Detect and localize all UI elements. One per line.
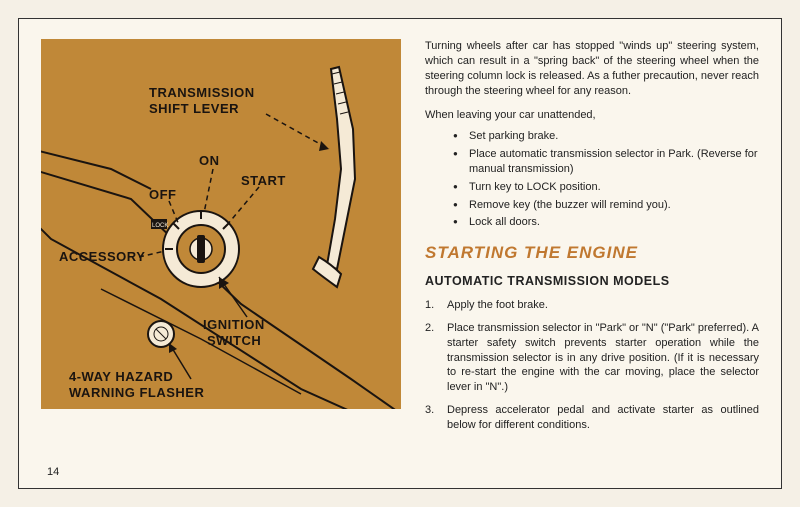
warning-paragraph: Turning wheels after car has stopped "wi… — [425, 39, 759, 98]
step-item: Apply the foot brake. — [425, 298, 759, 313]
label-start: START — [241, 173, 286, 188]
subsection-title: AUTOMATIC TRANSMISSION MODELS — [425, 273, 759, 290]
step-item: Place transmission selector in "Park" or… — [425, 321, 759, 395]
label-transmission-1: TRANSMISSION — [149, 85, 255, 100]
unattended-list: Set parking brake. Place automatic trans… — [453, 129, 759, 230]
label-off: OFF — [149, 187, 177, 202]
list-item: Turn key to LOCK position. — [453, 180, 759, 195]
list-item: Lock all doors. — [453, 215, 759, 230]
label-hazard-2: WARNING FLASHER — [69, 385, 204, 400]
list-item: Place automatic transmission selector in… — [453, 147, 759, 177]
step-item: Depress accelerator pedal and activate s… — [425, 403, 759, 433]
label-ignition-2: SWITCH — [207, 333, 261, 348]
label-hazard-1: 4-WAY HAZARD — [69, 369, 173, 384]
steps-list: Apply the foot brake. Place transmission… — [425, 298, 759, 433]
list-intro: When leaving your car unattended, — [425, 108, 759, 123]
page-number: 14 — [47, 466, 59, 478]
label-transmission-2: SHIFT LEVER — [149, 101, 239, 116]
list-item: Remove key (the buzzer will remind you). — [453, 198, 759, 213]
manual-text: Turning wheels after car has stopped "wi… — [401, 39, 759, 458]
label-on: ON — [199, 153, 220, 168]
label-ignition-1: IGNITION — [203, 317, 265, 332]
list-item: Set parking brake. — [453, 129, 759, 144]
label-accessory: ACCESSORY — [59, 249, 145, 264]
steering-column-diagram: LOCK — [41, 39, 401, 409]
section-title: STARTING THE ENGINE — [425, 242, 759, 265]
svg-text:LOCK: LOCK — [152, 223, 168, 229]
